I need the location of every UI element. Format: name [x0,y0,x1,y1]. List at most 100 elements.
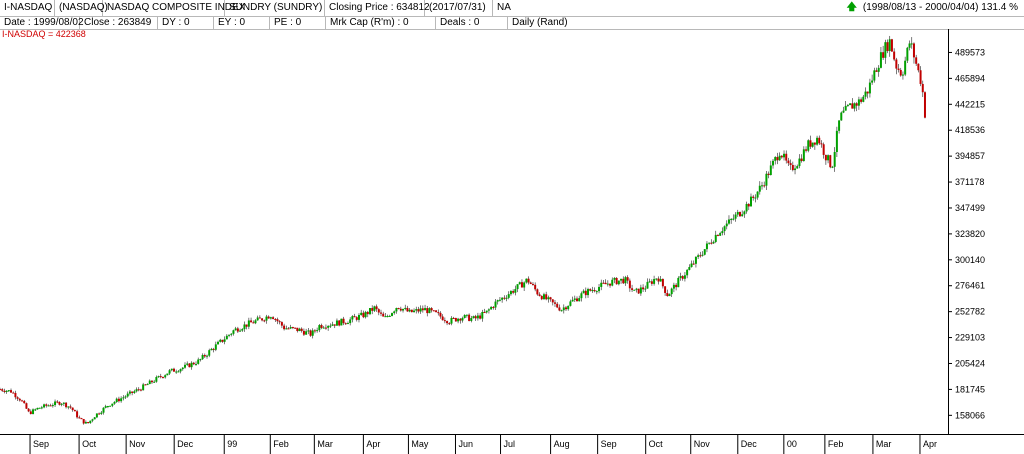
candle-up [217,341,220,345]
candle-up [754,197,757,199]
candle-down [258,317,261,319]
candle-down [822,144,825,155]
candle-down [287,328,290,330]
candle-down [520,282,523,288]
candle-down [809,140,812,147]
candle-down [58,401,61,405]
candle-down [529,282,532,284]
candle-up [155,377,158,382]
candle-down [150,380,153,383]
candle-down [912,43,915,58]
candle-down [188,363,191,368]
info-ey: EY : 0 [214,17,270,29]
y-tick-label: 252782 [955,307,985,317]
price-chart[interactable]: 158066 181745 205424 229103 252782 276461 3001… [0,29,1024,454]
candle-down [161,376,164,378]
date-range: 🡅 (1998/08/13 - 2000/04/04) 131.4 % [847,0,1018,16]
candle-up [668,294,671,297]
info-mkcap: Mrk Cap (R'm) : 0 [326,17,436,29]
candle-up [135,389,138,392]
candle-up [157,376,160,378]
candle-up [89,420,92,424]
candle-up [659,278,662,282]
y-tick-label: 489573 [955,47,985,57]
candle-up [879,52,882,68]
candle-down [437,312,440,314]
candle-up [47,405,50,407]
y-tick-label: 181745 [955,384,985,394]
candle-up [419,308,422,312]
candle-down [21,400,24,402]
candle-up [639,287,642,294]
x-tick-label: Aug [554,439,570,449]
candle-down [531,283,534,285]
y-tick-label: 418536 [955,125,985,135]
candle-up [208,350,211,356]
candle-up [476,315,479,319]
candle-down [27,408,30,412]
candle-up [798,158,801,167]
candle-down [747,203,750,207]
candle-down [564,307,567,310]
candle-up [794,168,797,171]
candle-down [527,278,530,283]
candle-up [329,325,332,327]
candle-down [76,411,79,418]
candle-up [670,288,673,295]
candle-up [745,203,748,212]
candle-up [166,373,169,376]
candle-up [177,371,180,373]
candle-up [393,311,396,314]
candle-up [807,140,810,151]
candle-up [725,223,728,227]
candle-up [569,301,572,306]
candle-up [694,256,697,264]
info-dy: DY : 0 [158,17,214,29]
candle-up [741,214,744,217]
candle-up [496,300,499,302]
closing-price: Closing Price : 634812 [325,0,430,16]
candle-up [736,211,739,215]
candle-up [498,299,501,301]
candle-down [49,405,52,407]
candle-up [247,320,250,327]
candle-down [785,153,788,161]
candle-down [628,280,631,289]
info-close: Close : 263849 [80,17,158,29]
candle-down [139,389,142,391]
candle-up [210,348,213,351]
candle-down [549,297,552,300]
candle-up [487,309,490,311]
candle-down [622,278,625,284]
candle-up [873,70,876,81]
candle-down [780,155,783,158]
candle-down [468,314,471,321]
candle-up [868,82,871,94]
candle-up [703,249,706,255]
candle-down [212,348,215,350]
candle-down [631,288,634,290]
candle-down [813,142,816,145]
y-tick-label: 229103 [955,333,985,343]
candle-up [95,413,98,418]
candle-down [824,154,827,161]
candle-up [719,233,722,236]
candle-up [835,130,838,153]
candle-down [203,355,206,357]
candle-up [175,371,178,373]
candle-down [923,92,926,118]
candle-down [791,164,794,171]
candle-down [45,404,48,406]
candle-down [664,286,667,293]
candle-up [849,103,852,106]
candle-up [624,277,627,284]
candle-down [382,313,385,317]
candle-up [36,407,39,410]
candle-down [16,397,19,399]
candle-down [479,315,482,319]
candle-up [311,330,314,336]
candle-down [280,322,283,326]
candle-down [483,311,486,313]
candle-up [769,165,772,176]
candle-down [681,276,684,279]
